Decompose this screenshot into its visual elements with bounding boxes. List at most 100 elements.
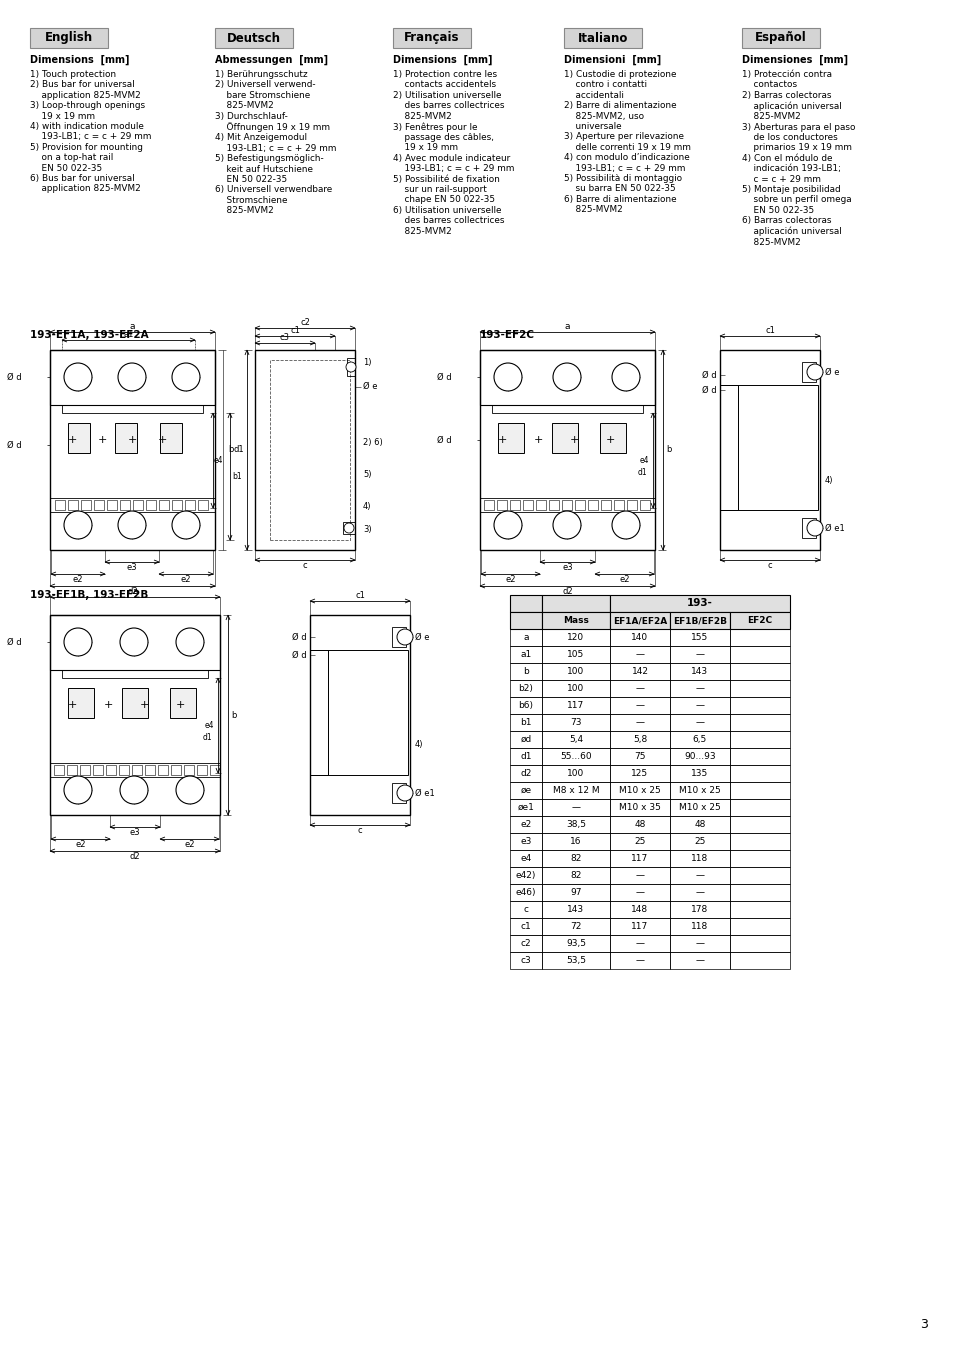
Bar [741,28,820,49]
Bar [541,612,609,629]
Bar [510,936,541,952]
Bar [510,730,541,748]
Text: —: — [635,940,644,948]
Bar [497,423,523,454]
Circle shape [806,364,822,379]
Text: Ø e1: Ø e1 [415,788,435,798]
Text: —: — [695,684,703,693]
Bar [609,936,669,952]
Text: c: c [357,826,362,836]
Text: Italiano: Italiano [578,31,627,45]
Bar [729,782,789,799]
Bar [729,629,789,647]
Bar [541,952,609,969]
Bar [510,918,541,936]
Text: 155: 155 [691,633,708,643]
Text: øe1: øe1 [517,803,534,811]
Text: 75: 75 [634,752,645,761]
Text: a1: a1 [519,649,531,659]
Circle shape [346,362,355,373]
Bar [510,595,541,612]
Bar [729,647,789,663]
Text: d1: d1 [519,752,531,761]
Bar [587,500,598,510]
Text: e2: e2 [180,575,191,585]
Bar [120,500,130,510]
Bar [609,782,669,799]
Text: 1): 1) [363,358,371,367]
Text: c3: c3 [520,956,531,965]
Text: Ø d: Ø d [292,633,307,641]
Bar [729,900,789,918]
Bar [669,799,729,815]
Bar [541,815,609,833]
Bar [510,799,541,815]
Circle shape [553,512,580,539]
Text: 55...60: 55...60 [559,752,591,761]
Bar [510,833,541,851]
Text: 16: 16 [570,837,581,846]
Text: 3: 3 [919,1318,927,1331]
Bar [541,884,609,900]
Bar [729,952,789,969]
Bar [94,500,104,510]
Text: b1: b1 [232,472,241,481]
Bar [510,782,541,799]
Bar [50,616,220,815]
Text: e3: e3 [130,828,140,837]
Bar [510,884,541,900]
Bar [541,697,609,714]
Bar [669,884,729,900]
Bar [497,500,506,510]
Bar [669,815,729,833]
Bar [669,833,729,851]
Bar [510,697,541,714]
Bar [609,765,669,782]
Text: b: b [228,446,233,455]
Bar [720,350,820,549]
Text: M8 x 12 M: M8 x 12 M [552,786,598,795]
Text: 1) Custodie di protezione
    contro i contatti
    accidentali
2) Barre di alim: 1) Custodie di protezione contro i conta… [563,70,690,215]
Bar [609,867,669,884]
Circle shape [344,522,354,533]
Bar [392,783,406,803]
Bar [171,765,181,775]
Text: d2: d2 [127,587,137,595]
Bar [669,680,729,697]
Bar [541,918,609,936]
Circle shape [120,776,148,805]
Text: —: — [695,701,703,710]
Text: b1: b1 [519,718,531,728]
Bar [669,612,729,629]
Text: 1) Touch protection
2) Bus bar for universal
    application 825-MVM2
3) Loop-th: 1) Touch protection 2) Bus bar for unive… [30,70,152,193]
Text: Español: Español [755,31,806,45]
Text: c2: c2 [520,940,531,948]
Text: Abmessungen  [mm]: Abmessungen [mm] [214,55,328,65]
Text: 4): 4) [363,502,371,512]
Text: EF1A/EF2A: EF1A/EF2A [612,616,666,625]
Text: d1: d1 [203,733,213,743]
Bar [669,663,729,680]
Bar [483,500,494,510]
Text: e2: e2 [618,575,629,585]
Bar [68,500,78,510]
Bar [609,815,669,833]
Text: —: — [695,649,703,659]
Text: c: c [302,562,307,570]
Text: e2: e2 [72,575,83,585]
Bar [541,782,609,799]
Bar [669,714,729,730]
Text: 117: 117 [631,855,648,863]
Circle shape [494,512,521,539]
Bar [729,884,789,900]
Text: øe: øe [520,786,531,795]
Bar [609,663,669,680]
Bar [50,350,214,405]
Text: +: + [97,435,107,446]
Text: Ø d: Ø d [701,370,717,379]
Circle shape [806,520,822,536]
Text: Ø e: Ø e [824,367,839,377]
Bar [492,405,642,413]
Text: 118: 118 [691,855,708,863]
Text: c1: c1 [520,922,531,931]
